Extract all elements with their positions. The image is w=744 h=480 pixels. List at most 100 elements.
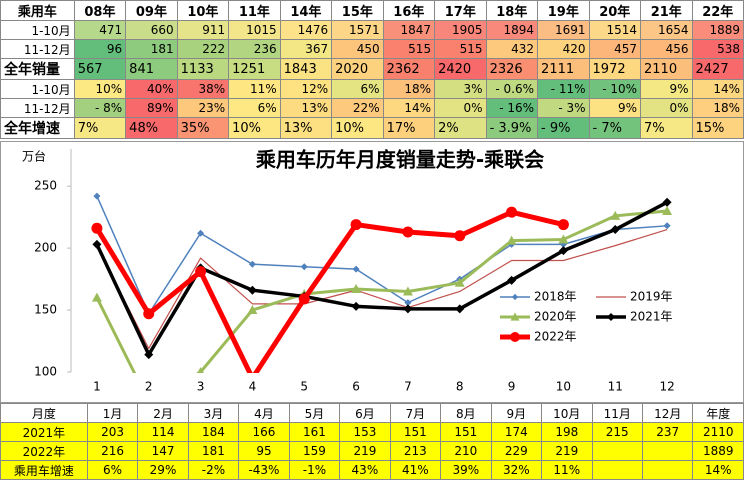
header-cell: 6月 bbox=[339, 403, 391, 423]
x-tick-label: 2 bbox=[145, 380, 153, 394]
marker bbox=[606, 312, 616, 322]
data-cell: 41% bbox=[389, 460, 442, 480]
legend-item: 2020年 bbox=[500, 310, 577, 324]
data-cell: 471 bbox=[73, 20, 127, 40]
data-cell: 153 bbox=[339, 422, 391, 442]
header-cell: 20年 bbox=[588, 0, 642, 21]
row-label: 2021年 bbox=[0, 422, 88, 442]
marker bbox=[197, 367, 204, 373]
chart-frame bbox=[0, 141, 744, 403]
data-cell: 538 bbox=[691, 39, 744, 59]
header-cell: 18年 bbox=[485, 0, 539, 21]
legend-label: 2022年 bbox=[534, 330, 577, 344]
marker bbox=[662, 197, 672, 207]
data-cell: 841 bbox=[125, 58, 178, 80]
data-cell: 161 bbox=[288, 422, 341, 442]
data-cell: 0% bbox=[434, 98, 487, 118]
header-cell: 19年 bbox=[537, 0, 590, 21]
data-cell: 222 bbox=[176, 39, 230, 59]
series-line bbox=[94, 209, 564, 373]
marker bbox=[247, 305, 258, 315]
data-cell: 147 bbox=[137, 441, 189, 461]
marker bbox=[91, 222, 103, 234]
data-cell: 219 bbox=[339, 441, 391, 461]
data-cell: 151 bbox=[389, 422, 442, 442]
data-cell: 181 bbox=[187, 441, 240, 461]
plot-area bbox=[91, 192, 673, 373]
marker bbox=[610, 210, 621, 220]
marker bbox=[404, 299, 412, 307]
data-cell: 15% bbox=[691, 117, 744, 139]
marker bbox=[558, 234, 569, 244]
data-cell: 236 bbox=[228, 39, 281, 59]
marker bbox=[557, 219, 569, 231]
data-cell: 12% bbox=[279, 79, 333, 99]
data-cell: 7% bbox=[640, 117, 693, 139]
marker bbox=[454, 230, 466, 242]
data-cell: 9% bbox=[640, 79, 693, 99]
data-cell: 432 bbox=[485, 39, 539, 59]
data-cell: 2110 bbox=[640, 58, 693, 80]
data-cell: 29% bbox=[137, 460, 189, 480]
data-cell: 35% bbox=[176, 117, 230, 139]
data-cell: 2% bbox=[434, 117, 487, 139]
data-cell: - 3.9% bbox=[485, 117, 539, 139]
x-tick-label: 6 bbox=[352, 380, 360, 394]
series-line bbox=[96, 228, 668, 350]
data-cell: 456 bbox=[640, 39, 693, 59]
row-label: 2022年 bbox=[0, 441, 88, 461]
data-cell: 17% bbox=[382, 117, 436, 139]
data-cell: 3% bbox=[434, 79, 487, 99]
data-cell: 1476 bbox=[279, 20, 333, 40]
data-cell: 22% bbox=[331, 98, 384, 118]
row-label: 11-12月 bbox=[0, 39, 75, 59]
y-tick-label: 150 bbox=[34, 303, 57, 317]
legend-item: 2021年 bbox=[596, 310, 673, 324]
data-cell: 48% bbox=[125, 117, 178, 139]
data-cell: 1571 bbox=[331, 20, 384, 40]
legend-label: 2021年 bbox=[630, 310, 673, 324]
header-cell: 8月 bbox=[440, 403, 492, 423]
data-cell: - 10% bbox=[588, 79, 642, 99]
marker bbox=[403, 304, 413, 314]
marker bbox=[93, 192, 101, 200]
data-cell: 515 bbox=[434, 39, 487, 59]
data-cell: 420 bbox=[537, 39, 590, 59]
data-cell: 203 bbox=[86, 422, 139, 442]
legend-item: 2018年 bbox=[500, 290, 577, 304]
marker bbox=[92, 239, 102, 249]
marker bbox=[507, 275, 517, 285]
header-cell: 5月 bbox=[288, 403, 341, 423]
data-cell: 2020 bbox=[331, 58, 384, 80]
legend-label: 2020年 bbox=[534, 310, 577, 324]
header-cell: 14年 bbox=[279, 0, 333, 21]
data-cell: - 16% bbox=[485, 98, 539, 118]
data-cell: - 8% bbox=[73, 98, 127, 118]
data-cell: 13% bbox=[279, 98, 333, 118]
data-cell: 2420 bbox=[434, 58, 487, 80]
header-cell: 21年 bbox=[640, 0, 693, 21]
x-tick-label: 4 bbox=[249, 380, 257, 394]
row-label: 全年销量 bbox=[0, 58, 75, 80]
header-cell: 09年 bbox=[125, 0, 178, 21]
data-cell: 10% bbox=[331, 117, 384, 139]
marker bbox=[351, 301, 361, 311]
data-cell: 210 bbox=[440, 441, 492, 461]
marker bbox=[352, 265, 360, 273]
data-cell: 1133 bbox=[176, 58, 230, 80]
data-cell: 174 bbox=[490, 422, 543, 442]
row-label: 1-10月 bbox=[0, 20, 75, 40]
marker bbox=[506, 206, 518, 218]
legend-item: 2019年 bbox=[596, 290, 673, 304]
header-cell: 10年 bbox=[176, 0, 230, 21]
data-cell: 1251 bbox=[228, 58, 281, 80]
marker bbox=[558, 246, 568, 256]
data-cell: 18% bbox=[382, 79, 436, 99]
x-tick-label: 12 bbox=[659, 380, 674, 394]
data-cell bbox=[591, 441, 643, 461]
data-cell bbox=[641, 441, 694, 461]
data-cell: 6% bbox=[86, 460, 139, 480]
marker bbox=[662, 205, 673, 215]
data-cell: 2326 bbox=[485, 58, 539, 80]
x-tick-label: 9 bbox=[508, 380, 516, 394]
